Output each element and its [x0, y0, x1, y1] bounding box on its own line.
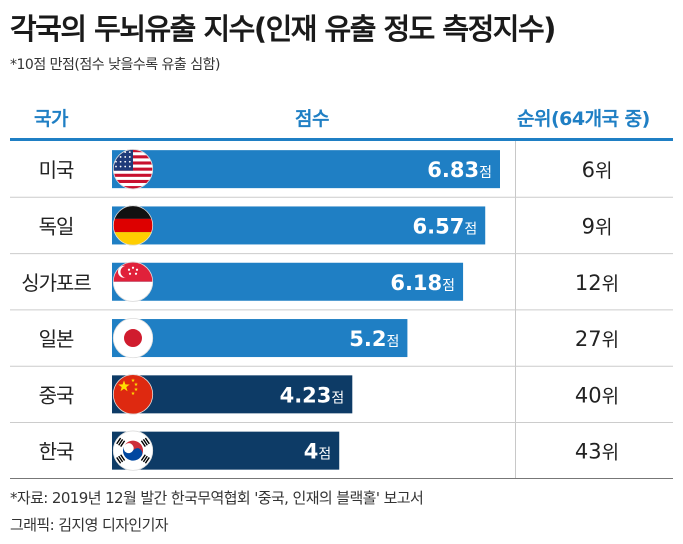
rank-column-header: 순위(64개국 중) — [517, 108, 650, 130]
bar — [112, 150, 500, 189]
chart-row-4: 일본 5.2점 27위 — [10, 317, 673, 367]
country-label: 미국 — [39, 158, 74, 182]
rank-label: 43위 — [575, 440, 619, 464]
value-label: 4.23점 — [280, 383, 345, 407]
chart-row-6: 한국 4점 43위 — [39, 430, 619, 471]
singapore-flag — [113, 261, 153, 302]
korea-flag — [113, 430, 153, 471]
chart-row-2: 독일 6.57점 9위 — [10, 205, 673, 255]
country-label: 싱가포르 — [21, 271, 91, 295]
country-label: 중국 — [39, 383, 74, 407]
rank-label: 27위 — [575, 327, 619, 351]
value-label: 6.18점 — [390, 271, 455, 295]
chart-subtitle: *10점 만점(점수 낮을수록 유출 심함) — [10, 57, 220, 73]
source-note: *자료: 2019년 12월 발간 한국무역협회 '중국, 인재의 블랙홀' 보… — [10, 489, 424, 507]
score-column-header: 점수 — [295, 108, 329, 130]
bar — [112, 206, 486, 245]
country-label: 일본 — [39, 327, 74, 351]
chart-row-3: 싱가포르 6.18점 12위 — [10, 261, 673, 311]
graphic-credit: 그래픽: 김지영 디자인기자 — [10, 516, 169, 534]
chart-row-5: 중국 4.23점 40위 — [10, 374, 673, 423]
bar — [112, 319, 408, 358]
japan-flag — [113, 318, 153, 359]
chart-row-1: 미국 6.83점 6위 — [10, 149, 673, 198]
country-column-header: 국가 — [34, 108, 68, 130]
country-label: 독일 — [39, 214, 74, 238]
value-label: 6.57점 — [413, 214, 478, 238]
rank-label: 40위 — [575, 383, 619, 407]
value-label: 4점 — [304, 440, 332, 464]
bar — [112, 262, 464, 301]
table-bottom-rule — [10, 478, 673, 479]
rank-label: 12위 — [575, 271, 619, 295]
header-rule — [10, 138, 673, 141]
value-label: 6.83점 — [427, 158, 492, 182]
value-label: 5.2점 — [349, 327, 399, 351]
china-flag — [113, 374, 153, 415]
rank-label: 6위 — [582, 158, 613, 182]
country-label: 한국 — [39, 440, 74, 464]
rank-label: 9위 — [582, 214, 613, 238]
chart-title: 각국의 두뇌유출 지수(인재 유출 정도 측정지수) — [10, 12, 556, 46]
